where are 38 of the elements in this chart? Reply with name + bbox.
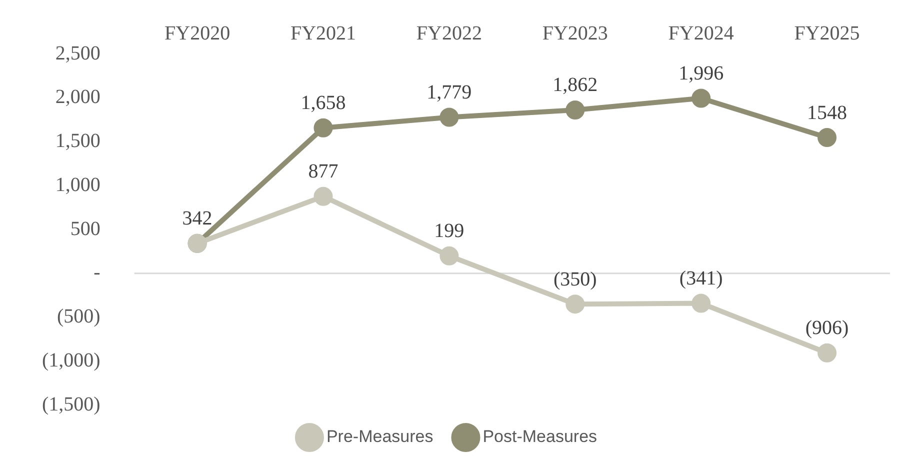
point xyxy=(818,128,837,148)
data-label: 342 xyxy=(182,208,212,230)
data-label: 1,996 xyxy=(678,62,724,84)
x-tick-label: FY2023 xyxy=(542,22,608,44)
point xyxy=(692,88,711,108)
point xyxy=(692,294,711,313)
point xyxy=(440,108,459,127)
point xyxy=(818,343,837,362)
x-tick-label: FY2020 xyxy=(164,22,230,44)
data-label: (906) xyxy=(805,317,849,340)
y-tick-label: 1,000 xyxy=(55,174,100,196)
data-label: 1,862 xyxy=(552,74,598,96)
point xyxy=(314,118,333,138)
data-label: 877 xyxy=(308,160,338,183)
y-tick-label: 2,500 xyxy=(55,42,100,64)
point xyxy=(566,100,585,120)
y-tick-label: (1,000) xyxy=(42,349,100,372)
legend-label: Pre-Measures xyxy=(326,427,434,446)
data-label: 199 xyxy=(434,220,464,242)
y-tick-label: (500) xyxy=(56,306,100,328)
x-tick-label: FY2025 xyxy=(794,22,860,44)
y-tick-label: - xyxy=(94,262,100,284)
x-tick-label: FY2022 xyxy=(416,22,482,44)
data-label: 1548 xyxy=(807,102,848,124)
point xyxy=(566,294,585,314)
legend-label: Post-Measures xyxy=(482,427,598,446)
x-tick-label: FY2024 xyxy=(668,22,734,44)
data-label: 1,779 xyxy=(426,82,472,104)
y-tick-label: 1,500 xyxy=(55,130,100,152)
point xyxy=(440,246,459,266)
data-label: (350) xyxy=(553,268,597,290)
x-tick-label: FY2021 xyxy=(290,22,356,44)
point xyxy=(314,186,333,206)
y-tick-label: 500 xyxy=(70,218,100,240)
data-label: 1,658 xyxy=(300,92,346,114)
y-tick-label: (1,500) xyxy=(42,393,100,416)
y-tick-label: 2,000 xyxy=(55,86,100,108)
data-label: (341) xyxy=(679,268,723,290)
